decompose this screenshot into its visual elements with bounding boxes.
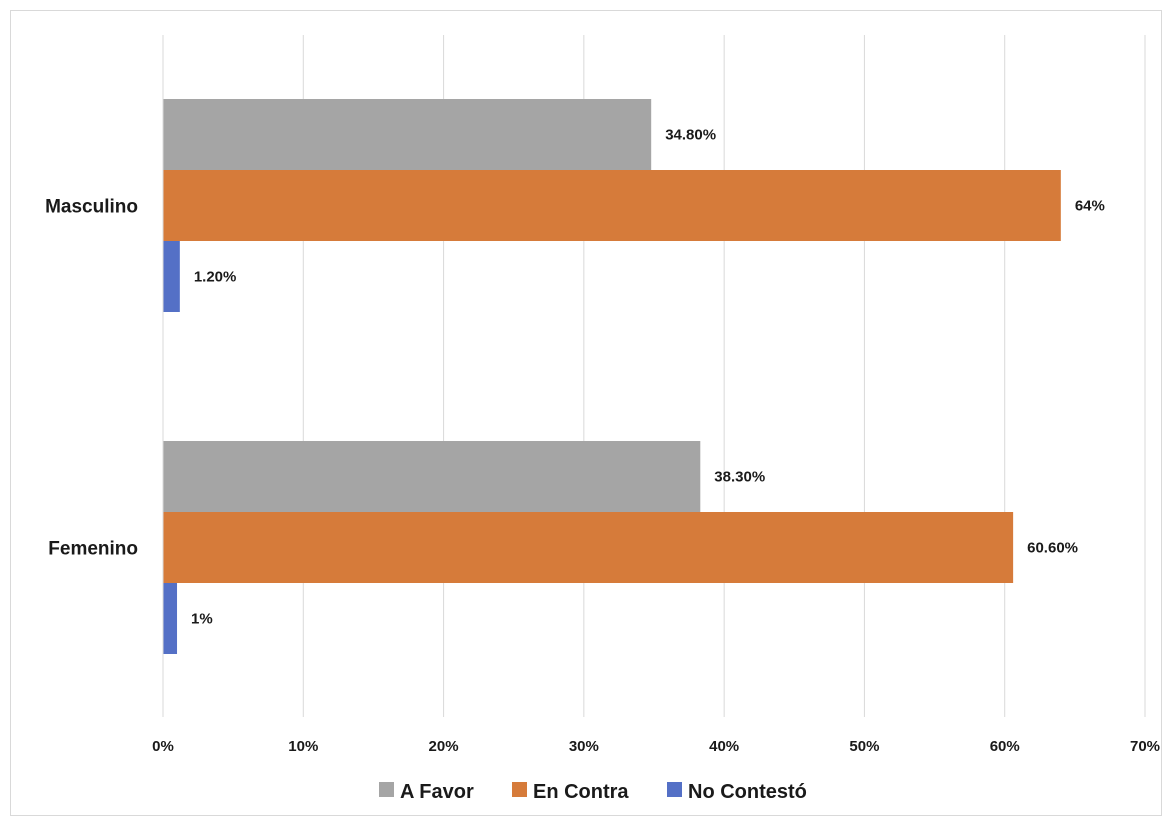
bar-en-contra-masculino <box>163 170 1061 241</box>
x-tick-label: 0% <box>152 738 174 755</box>
data-label: 60.60% <box>1027 540 1078 557</box>
bar-no-contestó-femenino <box>163 583 178 654</box>
data-label: 34.80% <box>665 127 716 144</box>
x-tick-label: 50% <box>849 738 879 755</box>
legend-swatch-en-contra <box>512 782 527 797</box>
bar-en-contra-femenino <box>163 512 1014 583</box>
x-tick-label: 10% <box>288 738 318 755</box>
bar-no-contestó-masculino <box>163 241 180 312</box>
legend-label: A Favor <box>400 781 474 803</box>
x-tick-label: 40% <box>709 738 739 755</box>
legend-label: No Contestó <box>688 781 807 803</box>
data-label: 64% <box>1075 198 1105 215</box>
category-label: Femenino <box>48 539 138 560</box>
data-label: 1% <box>191 611 213 628</box>
bar-a-favor-masculino <box>163 99 652 170</box>
legend-swatch-a-favor <box>379 782 394 797</box>
data-label: 38.30% <box>714 469 765 486</box>
x-tick-label: 70% <box>1130 738 1160 755</box>
legend-label: En Contra <box>533 781 629 803</box>
category-label: Masculino <box>45 197 138 218</box>
x-tick-label: 20% <box>429 738 459 755</box>
legend-swatch-no-contestó <box>667 782 682 797</box>
data-label: 1.20% <box>194 269 237 286</box>
x-tick-label: 60% <box>990 738 1020 755</box>
bar-a-favor-femenino <box>163 441 701 512</box>
x-tick-label: 30% <box>569 738 599 755</box>
